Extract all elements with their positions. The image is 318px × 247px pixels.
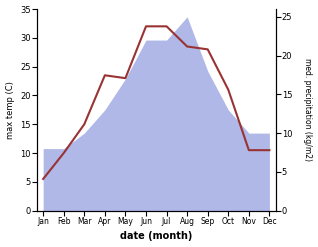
Y-axis label: med. precipitation (kg/m2): med. precipitation (kg/m2) [303,58,313,161]
Y-axis label: max temp (C): max temp (C) [5,81,15,139]
X-axis label: date (month): date (month) [120,231,192,242]
